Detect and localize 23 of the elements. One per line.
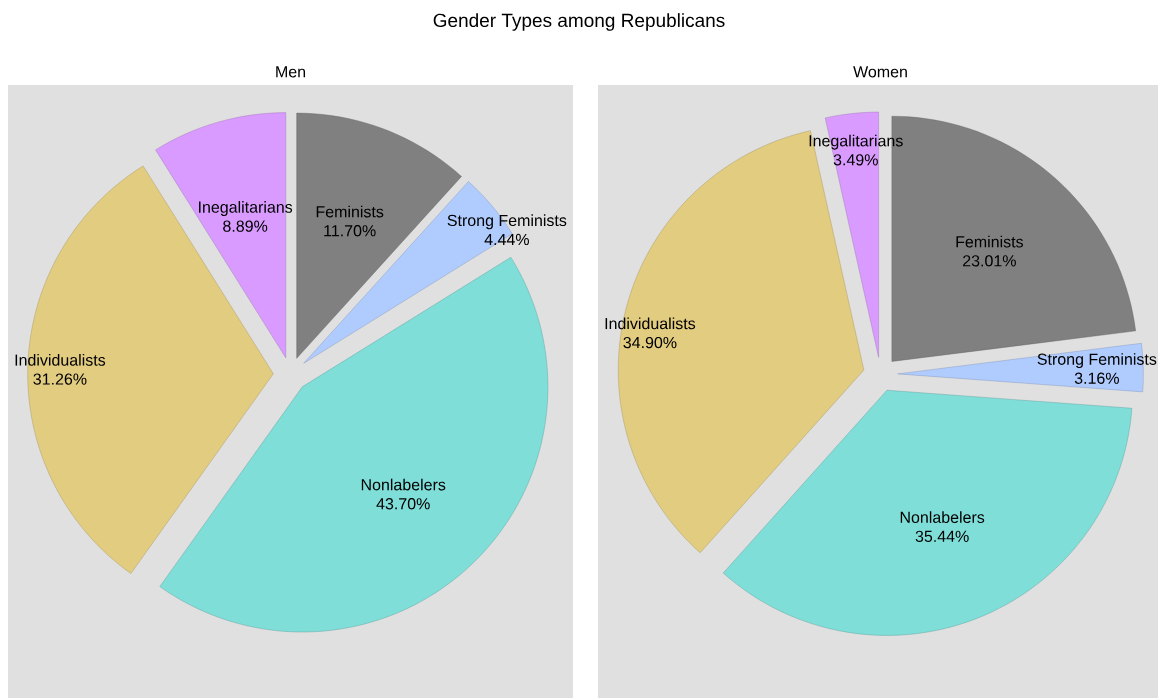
data-label: 23.01% (963, 255, 1016, 267)
slice-label: Feminists (316, 205, 384, 218)
data-label: 3.16% (1074, 372, 1119, 384)
data-label: 8.89% (223, 220, 268, 232)
data-label: 3.49% (833, 154, 878, 166)
data-label: 31.26% (33, 373, 87, 385)
slice-label: Strong Feminists (447, 214, 567, 230)
chart-subtitle: Men (276, 66, 306, 78)
slice-label: Nonlabelers (361, 478, 446, 491)
data-label: 35.44% (915, 530, 969, 543)
slice-label: Individualists (605, 317, 696, 330)
slice-label: Individualists (15, 354, 106, 366)
chart-title: Gender Types among Republicans (433, 13, 725, 31)
slice-label: Strong Feminists (1037, 353, 1157, 369)
slice-label: Feminists (956, 235, 1024, 248)
slice-label: Inegalitarians (809, 134, 903, 150)
slice-label: Inegalitarians (199, 201, 293, 216)
data-label: 4.44% (484, 233, 529, 246)
data-label: 43.70% (376, 498, 430, 510)
data-label: 11.70% (324, 225, 376, 237)
data-label: 34.90% (623, 336, 677, 349)
slice-label: Nonlabelers (900, 511, 985, 524)
chart-subtitle: Women (853, 66, 907, 78)
